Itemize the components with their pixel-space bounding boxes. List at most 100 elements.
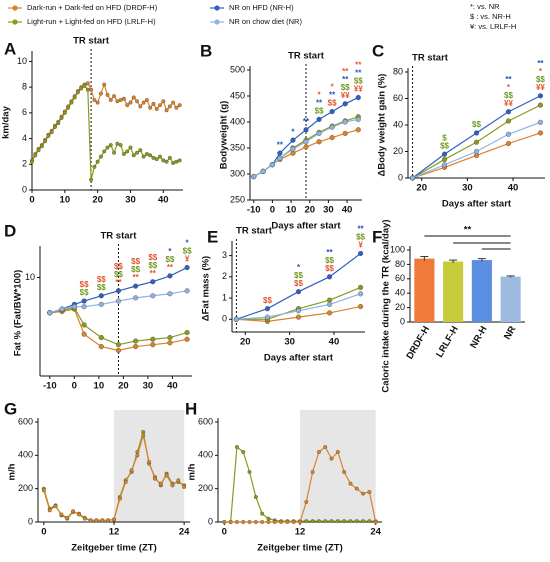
point [112, 94, 117, 99]
sig-label: $$ [165, 255, 174, 264]
point [150, 342, 156, 348]
point [326, 310, 333, 316]
y-tick-label: 60 [393, 93, 403, 103]
point [285, 520, 290, 524]
point [164, 159, 169, 164]
point [141, 154, 146, 159]
point [295, 289, 302, 295]
point [76, 512, 81, 517]
point [135, 453, 140, 458]
point [174, 159, 179, 164]
point [233, 316, 239, 322]
point [310, 470, 315, 474]
point [115, 347, 122, 353]
sig-label: $$ [80, 288, 89, 297]
sig-label: ** [342, 75, 349, 84]
tr-start-label: TR start [73, 36, 110, 47]
y-tick-label: 20 [395, 302, 405, 312]
point [81, 304, 87, 310]
point [59, 512, 64, 517]
point [264, 306, 271, 312]
y-axis-label: ΔFat mass (%) [201, 256, 212, 321]
point [148, 153, 153, 158]
point [295, 314, 302, 320]
x-tick-label: 30 [284, 337, 295, 348]
point [361, 519, 366, 524]
sig-label: $$ [356, 233, 365, 242]
point [279, 520, 284, 524]
point [277, 155, 283, 161]
point [102, 82, 107, 87]
x-axis-label: Days after start [271, 221, 341, 232]
point [473, 139, 480, 145]
point [537, 119, 543, 125]
point [174, 105, 179, 110]
sig-label: $$ [440, 141, 449, 150]
sig-label: $$ [354, 77, 363, 86]
x-tick-label: 24 [179, 527, 190, 538]
point [36, 148, 41, 153]
sig-label: $$ [315, 107, 324, 116]
point [335, 519, 340, 524]
point [30, 159, 34, 164]
point [247, 520, 252, 524]
y-axis-label: Caloric intake during the TR (kcal/day) [381, 219, 392, 392]
sig-label: * [297, 263, 301, 272]
sig-label: ¥¥ [504, 99, 513, 108]
sig-label: ** [150, 269, 157, 278]
point [154, 157, 159, 162]
point [342, 101, 348, 107]
x-axis-label: Days after start [442, 199, 512, 210]
sig-label: $$ [263, 296, 272, 305]
point [505, 118, 512, 124]
bar [414, 258, 435, 322]
significance-key: $ : vs. NR-H [470, 12, 511, 21]
point [266, 516, 271, 521]
sig-label: $$ [472, 120, 481, 129]
x-tick-label: 0 [270, 205, 275, 216]
point [133, 295, 139, 301]
point [41, 488, 46, 493]
point [167, 155, 172, 160]
point [81, 322, 87, 328]
point [170, 483, 175, 488]
point [115, 141, 120, 146]
point [150, 336, 156, 342]
point [100, 518, 105, 523]
tr-start-label: TR start [236, 226, 273, 237]
y-tick-label: 80 [395, 259, 405, 269]
point [329, 135, 335, 141]
y-tick-label: 8 [22, 82, 27, 92]
point [184, 336, 190, 342]
y-tick-label: 10 [17, 56, 27, 66]
legend-label: NR on chow diet (NR) [229, 17, 302, 26]
point [342, 470, 347, 474]
point [182, 485, 187, 489]
y-tick-label: 80 [393, 66, 403, 76]
point [121, 96, 126, 101]
point [329, 109, 335, 115]
point [66, 105, 71, 110]
point [138, 104, 143, 109]
y-tick-label: 400 [198, 450, 213, 460]
y-tick-label: 200 [18, 483, 33, 493]
y-tick-label: 0 [28, 516, 33, 526]
point [158, 103, 162, 108]
point [105, 145, 110, 150]
point [164, 473, 169, 478]
sig-label: * [539, 67, 543, 76]
panel-letter: E [207, 227, 218, 246]
sig-label: * [168, 247, 172, 256]
sig-label: ** [316, 99, 323, 108]
point [303, 144, 309, 150]
point [473, 148, 480, 155]
x-tick-label: 40 [158, 195, 169, 206]
x-tick-label: LRLF-H [434, 324, 461, 359]
point [176, 478, 181, 483]
sig-label: ** [303, 117, 310, 126]
point [71, 509, 76, 514]
point [106, 518, 111, 523]
x-tick-label: 20 [416, 183, 427, 194]
y-tick-label: 0 [400, 316, 405, 326]
point [118, 98, 123, 102]
